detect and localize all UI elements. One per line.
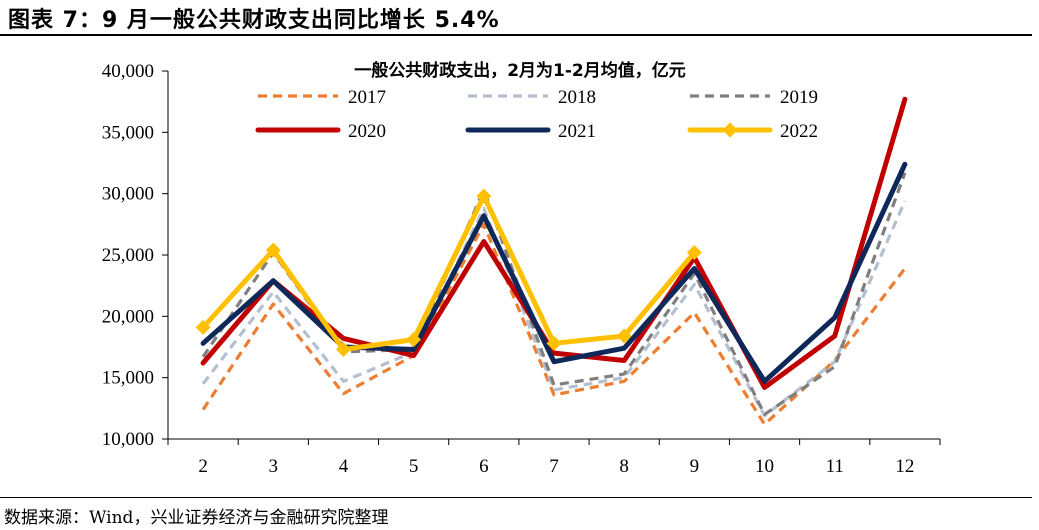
bottom-rule xyxy=(0,497,1032,498)
chart-axes: 10,000 15,000 20,000 25,000 30,000 35,000 40,0… xyxy=(102,61,941,477)
x-tick-label: 8 xyxy=(619,456,629,477)
legend-label-2018: 2018 xyxy=(558,87,596,108)
legend-label-2019: 2019 xyxy=(780,87,818,108)
x-tick-label: 7 xyxy=(549,456,559,477)
y-tick-label: 30,000 xyxy=(102,184,154,205)
series-line-2019 xyxy=(201,172,907,417)
data-point-2022 xyxy=(476,188,492,204)
series-line-2021 xyxy=(200,161,908,384)
chart-series-group xyxy=(195,96,908,426)
figure-title: 图表 7：9 月一般公共财政支出同比增长 5.4% xyxy=(8,8,500,33)
data-point-2022 xyxy=(616,328,632,344)
chart-legend: 2017 2018 2019 2020 2021 2022 xyxy=(255,87,818,142)
expenditure-line-chart: 一般公共财政支出，2月为1-2月均值，亿元 10,000 15,000 20,000… xyxy=(102,60,941,477)
y-tick-label: 10,000 xyxy=(102,429,154,450)
chart-title: 一般公共财政支出，2月为1-2月均值，亿元 xyxy=(354,60,686,81)
series-line-2018 xyxy=(201,200,907,418)
legend-label-2021: 2021 xyxy=(558,121,596,142)
x-tick-label: 9 xyxy=(690,456,700,477)
x-tick-label: 12 xyxy=(895,456,914,477)
top-rule xyxy=(0,34,1032,36)
x-tick-label: 5 xyxy=(409,456,419,477)
y-tick-label: 25,000 xyxy=(102,245,154,266)
x-tick-label: 10 xyxy=(755,456,774,477)
series-line-2022 xyxy=(200,193,697,352)
data-point-2022 xyxy=(335,341,351,357)
y-tick-label: 20,000 xyxy=(102,306,154,327)
data-point-2022 xyxy=(195,319,211,335)
x-tick-label: 3 xyxy=(269,456,279,477)
y-tick-label: 40,000 xyxy=(102,61,154,82)
data-point-2022 xyxy=(686,245,702,261)
x-tick-label: 11 xyxy=(826,456,844,477)
series-line-2017 xyxy=(201,222,907,426)
data-point-2022 xyxy=(265,242,281,258)
legend-label-2017: 2017 xyxy=(348,87,386,108)
legend-label-2020: 2020 xyxy=(348,121,386,142)
data-point-2022 xyxy=(546,335,562,351)
x-tick-label: 4 xyxy=(339,456,349,477)
data-point-2022 xyxy=(406,332,422,348)
y-tick-label: 35,000 xyxy=(102,122,154,143)
x-tick-label: 2 xyxy=(198,456,208,477)
x-tick-label: 6 xyxy=(479,456,489,477)
y-tick-label: 15,000 xyxy=(102,368,154,389)
legend-marker-2022 xyxy=(722,122,738,138)
source-note: 数据来源：Wind，兴业证券经济与金融研究院整理 xyxy=(4,508,389,528)
legend-label-2022: 2022 xyxy=(780,121,818,142)
